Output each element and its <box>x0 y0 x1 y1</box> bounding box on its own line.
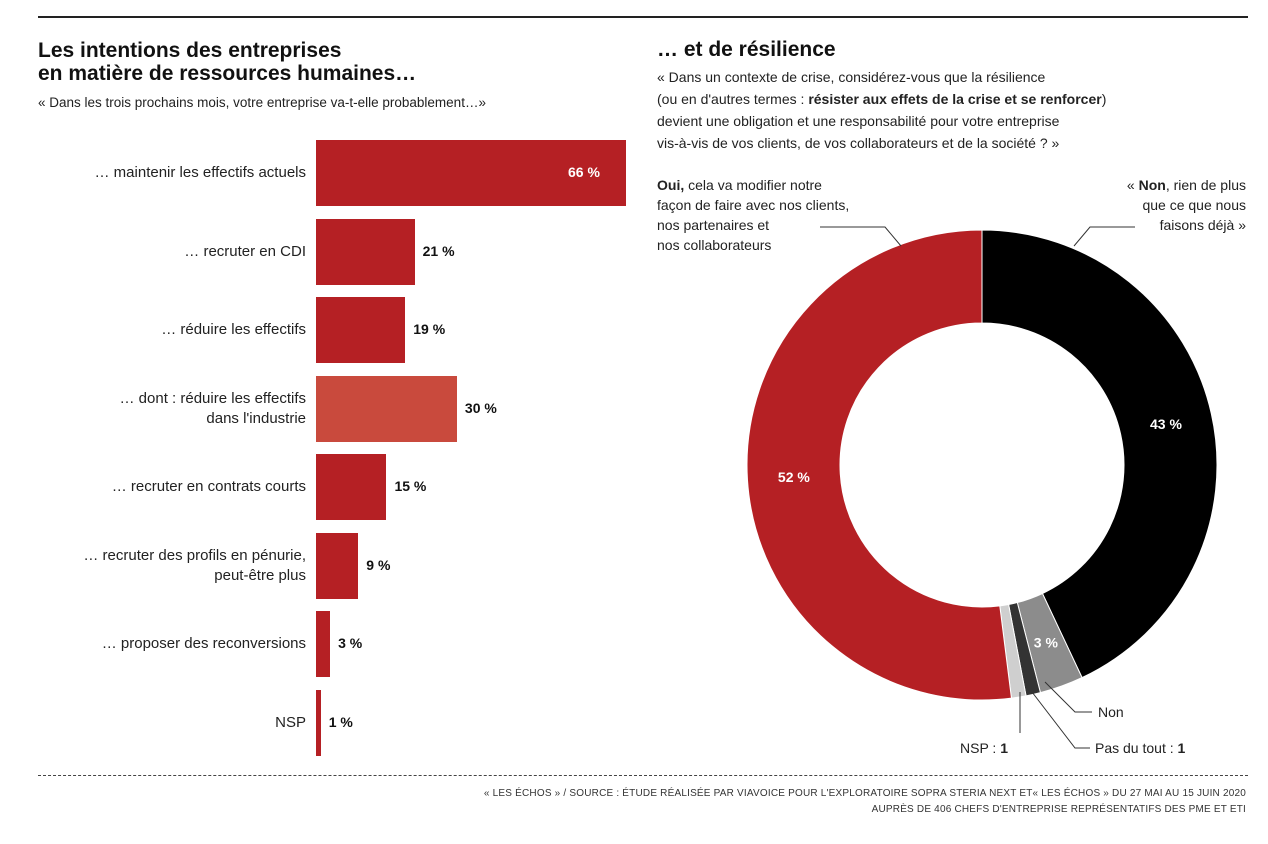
bar-0 <box>316 140 626 206</box>
left-question: « Dans les trois prochains mois, votre e… <box>38 95 486 110</box>
label-non-small: Non <box>1098 704 1124 720</box>
bar-value-2: 19 % <box>413 321 446 337</box>
label-nsp: NSP : 1 <box>960 740 1008 756</box>
bar-label-5: … recruter des profils en pénurie, peut-ê… <box>83 546 306 584</box>
bar-label-3: … dont : réduire les effectifs dans l'ind… <box>119 389 306 427</box>
donut-slice-0 <box>981 229 1218 679</box>
bar-value-6: 3 % <box>338 635 363 651</box>
right-question-line4: vis-à-vis de vos clients, de vos collabo… <box>657 135 1060 151</box>
right-question-line2: (ou en d'autres termes : résister aux ef… <box>657 91 1107 107</box>
leader-non <box>1044 681 1092 713</box>
leader-pas-du-tout <box>1031 691 1090 749</box>
bar-label-6: … proposer des reconversions <box>101 635 306 652</box>
left-title: Les intentions des entreprises en matièr… <box>38 39 416 85</box>
top-rule <box>38 16 1248 18</box>
bar-label-0: … maintenir les effectifs actuels <box>94 164 306 181</box>
right-question-line3: devient une obligation et une responsabi… <box>657 113 1060 129</box>
bar-value-5: 9 % <box>366 556 391 573</box>
bar-7 <box>316 689 321 756</box>
bar-label-7: NSP <box>275 713 306 731</box>
right-question: « Dans un contexte de crise, considérez-… <box>657 66 1106 154</box>
donut-value-0: 43 % <box>1150 416 1182 432</box>
leader-oui <box>820 226 902 247</box>
footer-source-line2: AUPRÈS DE 406 CHEFS D'ENTREPRISE REPRÉSE… <box>871 804 1246 815</box>
bar-4 <box>316 454 387 520</box>
footer-rule <box>38 775 1248 776</box>
right-question-line1: « Dans un contexte de crise, considérez-… <box>657 69 1046 85</box>
bar-value-1: 21 % <box>422 242 455 259</box>
bar-value-7: 1 % <box>328 713 353 730</box>
bar-label-1: … recruter en CDI <box>184 242 306 260</box>
label-non-rien: « Non, rien de plus que ce que nous fais… <box>1126 177 1246 233</box>
donut-slice-4 <box>746 229 1013 701</box>
left-title-line2: en matière de ressources humaines… <box>38 62 417 85</box>
leader-non-rien <box>1073 226 1135 247</box>
bar-value-4: 15 % <box>394 478 427 494</box>
bar-2 <box>316 297 406 363</box>
donut-value-1: 3 % <box>1034 634 1059 650</box>
right-title: … et de résilience <box>657 38 836 61</box>
bar-value-0: 66 % <box>568 164 600 180</box>
donut-value-4: 52 % <box>778 469 810 485</box>
bar-label-4: … recruter en contrats courts <box>111 478 306 495</box>
bar-6 <box>316 611 331 677</box>
bar-3 <box>316 375 457 442</box>
label-pas-du-tout: Pas du tout : 1 <box>1095 740 1186 756</box>
footer-source-line1: « LES ÉCHOS » / SOURCE : ÉTUDE RÉALISÉE … <box>483 788 1246 799</box>
bar-5 <box>316 532 359 599</box>
left-title-line1: Les intentions des entreprises <box>38 39 342 62</box>
bar-value-3: 30 % <box>464 399 497 416</box>
bar-1 <box>316 218 415 285</box>
bar-label-2: … réduire les effectifs <box>161 321 306 338</box>
label-oui: Oui, cela va modifier notre façon de fai… <box>657 177 850 253</box>
leader-lines <box>820 226 1135 749</box>
